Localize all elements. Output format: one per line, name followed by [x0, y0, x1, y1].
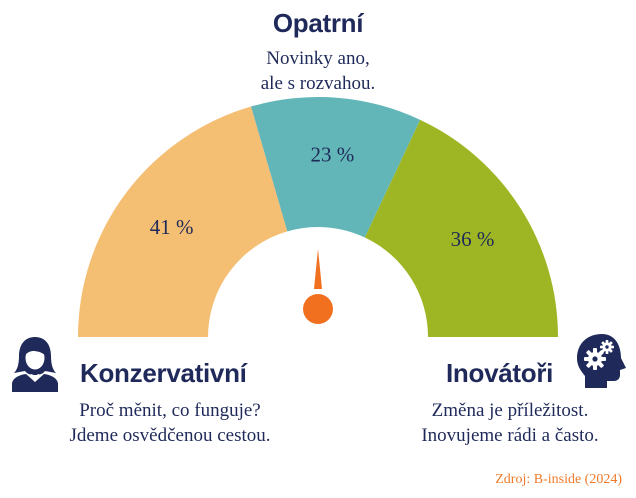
value-label-konzervativni: 41 % [150, 215, 194, 239]
gauge-segment-opatrni [251, 97, 421, 238]
head-gears-icon [577, 334, 626, 388]
segment-title-inovatori: Inovátoři [446, 358, 554, 388]
segment-desc-line: Inovujeme rádi a často. [421, 425, 599, 446]
value-label-opatrni: 23 % [310, 143, 354, 167]
gauge-value-labels: 41 % 23 % 36 % [150, 143, 495, 251]
needle-pointer [314, 249, 322, 289]
segment-title-konzervativni: Konzervativní [80, 358, 247, 388]
segment-desc-line: Změna je příležitost. [431, 400, 589, 421]
segment-desc-line: ale s rozvahou. [260, 73, 376, 94]
segment-desc-line: Jdeme osvědčenou cestou. [69, 425, 271, 446]
needle-hub [303, 294, 333, 324]
segment-desc-inovatori: Změna je příležitost. Inovujeme rádi a č… [385, 398, 635, 448]
segment-title-opatrni: Opatrní [272, 8, 364, 38]
source-note: Zdroj: B-inside (2024) [495, 472, 622, 487]
segment-desc-line: Novinky ano, [266, 48, 370, 69]
value-label-inovatori: 36 % [451, 227, 495, 251]
gauge-needle [303, 249, 333, 324]
segment-desc-line: Proč měnit, co funguje? [79, 400, 261, 421]
gauge-segments [78, 97, 558, 338]
segment-desc-konzervativni: Proč měnit, co funguje? Jdeme osvědčenou… [40, 398, 300, 448]
woman-avatar-icon [12, 337, 58, 392]
gauge-segment-konzervativni [78, 106, 288, 338]
gauge-segment-inovatori [364, 119, 558, 337]
segment-desc-opatrni: Novinky ano, ale s rozvahou. [0, 46, 636, 96]
